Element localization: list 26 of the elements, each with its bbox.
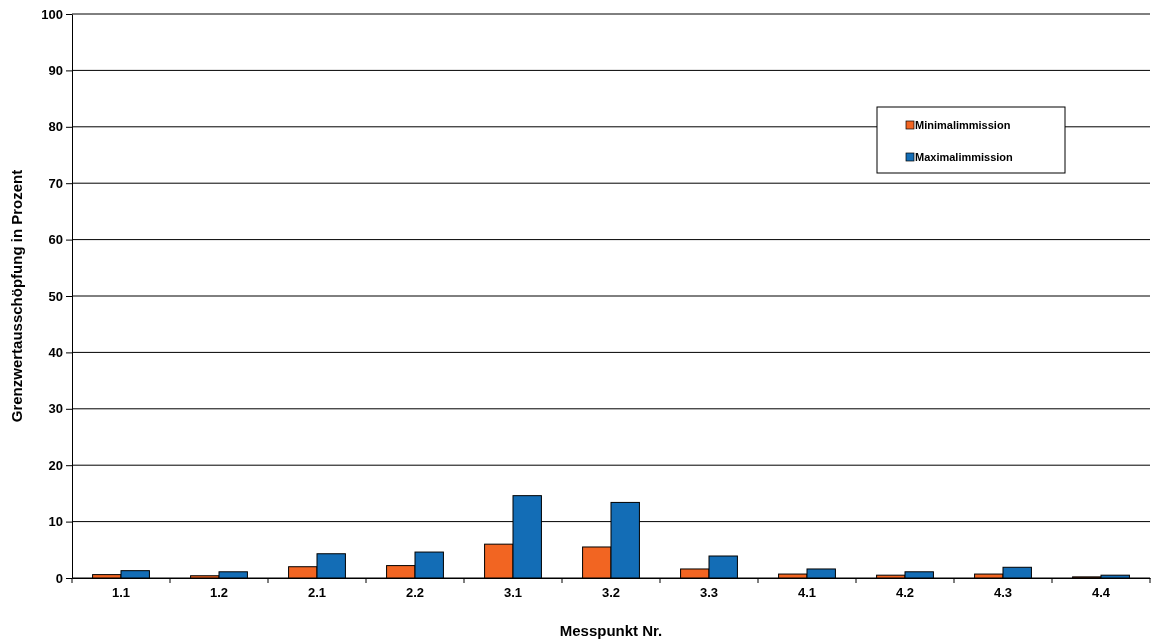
- y-axis-title: Grenzwertausschöpfung in Prozent: [8, 169, 25, 423]
- y-tick-label: 60: [48, 232, 63, 248]
- x-tick-label: 4.2: [895, 585, 915, 601]
- y-tick-label: 100: [41, 6, 63, 22]
- y-tick-label: 20: [48, 457, 63, 473]
- x-tick-label: 4.3: [993, 585, 1013, 601]
- x-tick-label: 4.4: [1091, 585, 1111, 601]
- y-tick-label: 70: [48, 175, 63, 191]
- y-tick-label: 90: [48, 63, 63, 79]
- x-tick-label: 2.2: [405, 585, 425, 601]
- x-axis-title: Messpunkt Nr.: [559, 622, 663, 639]
- x-tick-label: 3.1: [503, 585, 523, 601]
- x-tick-label: 1.1: [111, 585, 131, 601]
- x-tick-label: 3.2: [601, 585, 621, 601]
- legend-label: Maximalimmission: [915, 151, 1014, 163]
- x-tick-label: 3.3: [699, 585, 719, 601]
- x-tick-label: 4.1: [797, 585, 817, 601]
- y-tick-label: 0: [55, 570, 63, 586]
- y-tick-label: 50: [48, 288, 63, 304]
- x-tick-label: 2.1: [307, 585, 327, 601]
- x-tick-label: 1.2: [209, 585, 229, 601]
- y-tick-label: 80: [48, 119, 63, 135]
- y-tick-label: 10: [48, 514, 63, 530]
- legend-label: Minimalimmission: [915, 119, 1011, 131]
- y-tick-label: 40: [48, 345, 63, 361]
- y-tick-label: 30: [48, 401, 63, 417]
